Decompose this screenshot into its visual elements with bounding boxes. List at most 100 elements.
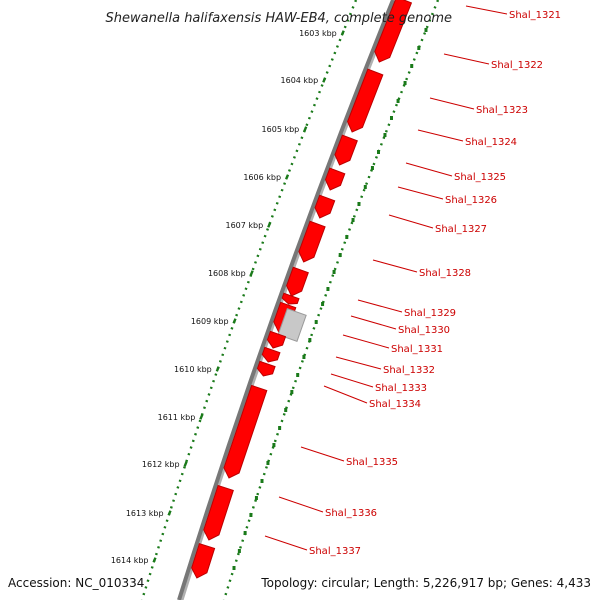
kbp-tick xyxy=(167,510,172,516)
kbp-tick xyxy=(340,30,345,36)
gene-label[interactable]: Shal_1335 xyxy=(346,457,398,468)
inner-track-dash xyxy=(254,496,258,500)
kbp-ticks: 1603 kbp 1604 kbp 1605 kbp 1606 kbp 1607 kbp… xyxy=(111,29,345,565)
backbone-line xyxy=(177,0,395,600)
gene-label[interactable]: Shal_1327 xyxy=(435,224,487,235)
kbp-label: 1606 kbp xyxy=(243,173,281,182)
gene-leader-line xyxy=(264,535,308,551)
gene-leader-line xyxy=(388,214,434,229)
kbp-label: 1608 kbp xyxy=(208,269,246,278)
kbp-label: 1607 kbp xyxy=(225,221,263,230)
inner-track-dash xyxy=(345,235,349,239)
gene-arrow[interactable] xyxy=(347,68,384,133)
gene-leader-line xyxy=(397,186,444,200)
kbp-dot-line xyxy=(140,0,358,600)
inner-track-dash xyxy=(232,566,236,570)
inner-track-dash xyxy=(363,185,367,189)
gene-leader-line xyxy=(342,334,390,349)
inner-track-dash xyxy=(321,302,325,306)
gene-label[interactable]: Shal_1323 xyxy=(476,105,528,116)
gene-leader-line xyxy=(300,446,345,462)
gene-arrow[interactable] xyxy=(334,134,358,166)
gene-leader-line xyxy=(323,385,368,404)
kbp-tick xyxy=(152,557,157,563)
gene-arrow[interactable] xyxy=(223,384,268,479)
genome-summary-text: Topology: circular; Length: 5,226,917 bp… xyxy=(260,576,591,590)
gene-leader-line xyxy=(350,315,397,330)
kbp-tick xyxy=(215,366,220,372)
inner-track-dash xyxy=(332,270,336,274)
inner-track-dash xyxy=(243,531,247,535)
kbp-tick xyxy=(267,222,272,228)
inner-track-dash xyxy=(314,320,318,324)
gene-arrow[interactable] xyxy=(261,346,281,363)
kbp-tick xyxy=(322,77,327,83)
inner-track-dash xyxy=(326,287,330,291)
gene-arrow[interactable] xyxy=(314,194,336,219)
inner-track-dash xyxy=(351,218,355,222)
gene-labels: Shal_1321 Shal_1322 Shal_1323 Shal_1324 Shal… xyxy=(264,5,561,557)
gene-label[interactable]: Shal_1328 xyxy=(419,268,471,279)
accession-text: Accession: NC_010334 xyxy=(8,576,144,590)
gene-label[interactable]: Shal_1337 xyxy=(309,546,361,557)
gene-arrow[interactable] xyxy=(286,266,309,297)
gene-arrow[interactable] xyxy=(374,0,413,63)
gene-label[interactable]: Shal_1332 xyxy=(383,365,435,376)
inner-track-dash xyxy=(338,253,342,257)
kbp-label: 1604 kbp xyxy=(281,76,319,85)
gene-label[interactable]: Shal_1336 xyxy=(325,508,377,519)
inner-track-dash xyxy=(302,355,306,359)
gene-arrow[interactable] xyxy=(266,330,287,349)
kbp-tick xyxy=(199,414,204,420)
gene-arrow[interactable] xyxy=(324,167,346,191)
inner-track-dash xyxy=(410,64,414,68)
inner-track-dash xyxy=(357,202,361,206)
gene-label[interactable]: Shal_1334 xyxy=(369,399,421,410)
gene-track xyxy=(191,0,413,579)
gene-label[interactable]: Shal_1329 xyxy=(404,308,456,319)
gene-leader-line xyxy=(357,299,403,313)
inner-track-dash xyxy=(284,408,288,412)
inner-track-dash xyxy=(278,426,282,430)
inner-track-dash xyxy=(308,338,312,342)
kbp-label: 1609 kbp xyxy=(191,317,229,326)
gene-arrow[interactable] xyxy=(277,308,307,342)
gene-label[interactable]: Shal_1324 xyxy=(465,137,517,148)
kbp-tick xyxy=(183,461,188,467)
gene-label[interactable]: Shal_1326 xyxy=(445,195,497,206)
kbp-label: 1614 kbp xyxy=(111,556,149,565)
inner-track-dash xyxy=(383,133,387,137)
inner-track-dash xyxy=(376,150,380,154)
gene-label[interactable]: Shal_1333 xyxy=(375,383,427,394)
gene-label[interactable]: Shal_1321 xyxy=(509,10,561,21)
kbp-dot-track xyxy=(140,0,440,600)
inner-track-dash xyxy=(424,28,428,32)
kbp-label: 1612 kbp xyxy=(142,460,180,469)
gene-arrow[interactable] xyxy=(256,360,276,377)
gene-label[interactable]: Shal_1322 xyxy=(491,60,543,71)
inner-track-dash xyxy=(403,81,407,85)
inner-track-dash xyxy=(260,479,264,483)
kbp-label: 1603 kbp xyxy=(299,29,337,38)
inner-track-dash xyxy=(290,390,294,394)
gene-leader-line xyxy=(330,373,374,388)
gene-leader-line xyxy=(443,53,490,65)
kbp-label: 1605 kbp xyxy=(262,125,300,134)
gene-arrow[interactable] xyxy=(298,220,326,263)
gene-leader-line xyxy=(278,496,324,513)
gene-label[interactable]: Shal_1330 xyxy=(398,325,450,336)
gene-arrow[interactable] xyxy=(281,292,300,305)
kbp-tick xyxy=(303,126,308,132)
kbp-tick xyxy=(249,270,254,276)
gene-leader-line xyxy=(405,162,453,177)
gene-arrow[interactable] xyxy=(191,542,216,579)
kbp-label: 1611 kbp xyxy=(158,413,196,422)
gene-label[interactable]: Shal_1331 xyxy=(391,344,443,355)
gene-arrow[interactable] xyxy=(203,484,234,541)
inner-track-dash xyxy=(237,549,241,553)
gene-label[interactable]: Shal_1325 xyxy=(454,172,506,183)
kbp-label: 1610 kbp xyxy=(174,365,212,374)
inner-track-dash xyxy=(266,461,270,465)
gene-leader-line xyxy=(429,97,475,110)
